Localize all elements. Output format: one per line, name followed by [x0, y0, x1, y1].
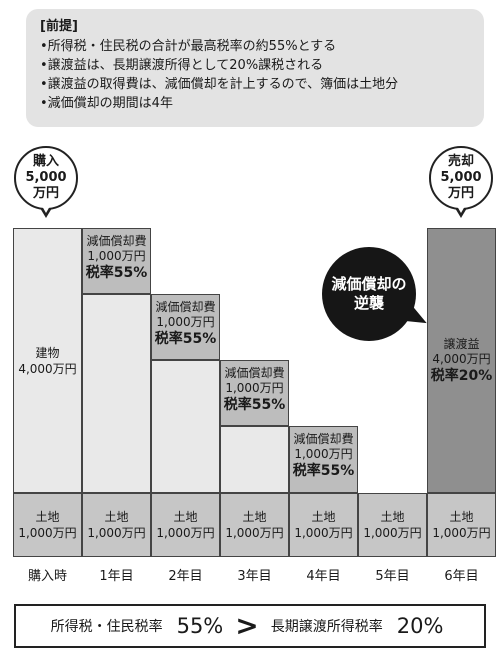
year-label: 6年目 [444, 569, 479, 584]
sale-price-bubble: 売却 5,000 万円 [429, 146, 493, 218]
land-block: 土地 1,000万円 [13, 493, 82, 557]
land-block: 土地 1,000万円 [427, 493, 496, 557]
building-amount: 4,000万円 [18, 361, 77, 376]
land-label: 土地 [380, 510, 405, 524]
year-label: 3年目 [237, 569, 272, 584]
land-amount: 1,000万円 [294, 526, 353, 540]
sale-unit: 万円 [447, 186, 474, 201]
depreciation-rate: 税率55% [223, 397, 286, 413]
depreciation-label: 減価償却費 [86, 234, 147, 248]
premise-title: [前提] [40, 19, 78, 34]
year-label: 1年目 [99, 569, 134, 584]
depreciation-block-year3: 減価償却費 1,000万円 税率55% [220, 360, 289, 426]
remaining-building-year2 [151, 360, 220, 493]
remaining-building-year1 [82, 294, 151, 493]
land-label: 土地 [311, 510, 336, 524]
year-label: 2年目 [168, 569, 203, 584]
land-label: 土地 [173, 510, 198, 524]
land-label: 土地 [104, 510, 129, 524]
depreciation-amount: 1,000万円 [225, 381, 284, 395]
bubble-tail [455, 206, 467, 218]
capital-gains-rate: 20% [396, 614, 444, 638]
purchase-unit: 万円 [32, 186, 59, 201]
depreciation-label: 減価償却費 [224, 366, 285, 380]
gain-rate: 税率20% [430, 367, 493, 384]
income-tax-rate: 55% [176, 614, 224, 638]
gain-label: 譲渡益 [443, 336, 480, 351]
premise-item: •譲渡益は、長期譲渡所得として20%課税される [40, 58, 324, 73]
premise-item: •譲渡益の取得費は、減価償却を計上するので、簿価は土地分 [40, 77, 399, 92]
land-amount: 1,000万円 [156, 526, 215, 540]
gain-amount: 4,000万円 [432, 351, 491, 366]
income-tax-label: 所得税・住民税率 [50, 619, 163, 635]
land-label: 土地 [35, 510, 60, 524]
year-label: 購入時 [27, 569, 67, 584]
purchase-label: 購入 [32, 154, 59, 169]
land-block: 土地 1,000万円 [82, 493, 151, 557]
depreciation-block-year1: 減価償却費 1,000万円 税率55% [82, 228, 151, 294]
depreciation-rate: 税率55% [85, 265, 148, 281]
depreciation-label: 減価償却費 [155, 300, 216, 314]
depreciation-amount: 1,000万円 [87, 249, 146, 263]
year-label: 4年目 [306, 569, 341, 584]
depreciation-block-year4: 減価償却費 1,000万円 税率55% [289, 426, 358, 493]
capital-gains-label: 長期譲渡所得税率 [270, 619, 383, 635]
greater-than-sign: > [235, 609, 259, 642]
remaining-building-year3 [220, 426, 289, 493]
depreciation-reverse-bubble: 減価償却の 逆襲 [322, 247, 431, 341]
depreciation-rate: 税率55% [292, 463, 355, 479]
land-amount: 1,000万円 [225, 526, 284, 540]
premise-box: [前提] •所得税・住民税の合計が最高税率の約55%とする •譲渡益は、長期譲渡… [26, 9, 484, 127]
capital-gain-block: 譲渡益 4,000万円 税率20% [427, 228, 496, 493]
depreciation-rate: 税率55% [154, 331, 217, 347]
land-block: 土地 1,000万円 [220, 493, 289, 557]
land-block: 土地 1,000万円 [358, 493, 427, 557]
depreciation-block-year2: 減価償却費 1,000万円 税率55% [151, 294, 220, 360]
sale-label: 売却 [447, 154, 474, 169]
land-amount: 1,000万円 [18, 526, 77, 540]
land-amount: 1,000万円 [87, 526, 146, 540]
tax-rate-comparison: 所得税・住民税率 55% > 長期譲渡所得税率 20% [14, 604, 486, 648]
land-block: 土地 1,000万円 [289, 493, 358, 557]
purchase-amount: 5,000 [25, 170, 67, 185]
sale-amount: 5,000 [440, 170, 482, 185]
depreciation-amount: 1,000万円 [156, 315, 215, 329]
land-label: 土地 [449, 510, 474, 524]
purchase-price-bubble: 購入 5,000 万円 [14, 146, 78, 218]
land-amount: 1,000万円 [363, 526, 422, 540]
year-label: 5年目 [375, 569, 410, 584]
premise-item: •減価償却の期間は4年 [40, 96, 173, 111]
building-block: 建物 4,000万円 [13, 228, 82, 493]
depreciation-amount: 1,000万円 [294, 447, 353, 461]
land-amount: 1,000万円 [432, 526, 491, 540]
reverse-line2: 逆襲 [353, 294, 384, 312]
reverse-line1: 減価償却の [331, 275, 407, 293]
building-label: 建物 [35, 345, 60, 360]
depreciation-label: 減価償却費 [293, 432, 354, 446]
premise-item: •所得税・住民税の合計が最高税率の約55%とする [40, 39, 337, 54]
bubble-tail [40, 206, 52, 218]
land-label: 土地 [242, 510, 267, 524]
land-block: 土地 1,000万円 [151, 493, 220, 557]
